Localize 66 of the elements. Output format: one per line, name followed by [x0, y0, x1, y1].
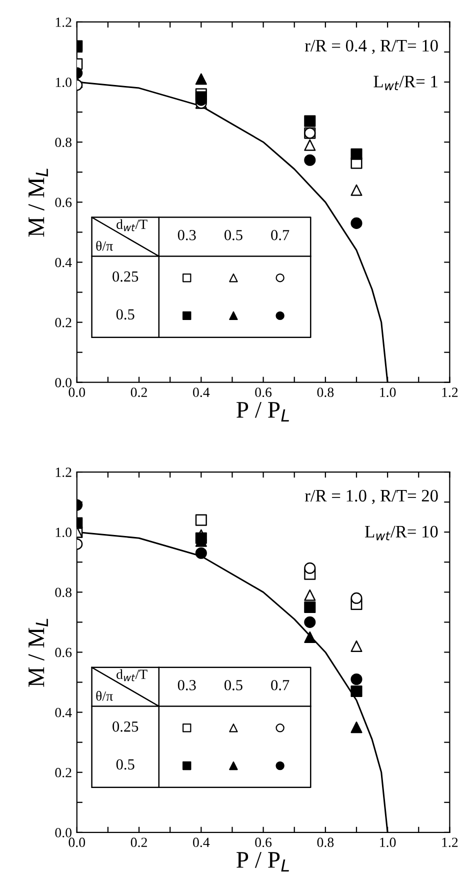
point [350, 673, 362, 686]
y-tick-label: 0.6 [55, 198, 72, 208]
y-tick-label: 0.2 [55, 768, 72, 778]
x-tick-label: 0.6 [255, 838, 272, 848]
y-tick-label: 1.0 [56, 528, 72, 538]
annotation: 0.7 [271, 230, 290, 240]
x-tick-label: 0.8 [317, 838, 334, 848]
x-axis-title: P / P$_{L}$ [236, 402, 289, 422]
x-tick-label: 0.2 [130, 838, 147, 848]
annotation: θ/π [96, 690, 113, 701]
x-tick-label: 0.0 [68, 388, 86, 398]
point [350, 592, 362, 604]
x-tick-label: 1.0 [380, 838, 396, 848]
y-tick-label: 0.8 [55, 588, 72, 598]
y-tick-label: 0.0 [55, 828, 72, 838]
point [304, 616, 316, 628]
point [304, 154, 316, 166]
annotation: 0.5 [224, 230, 242, 240]
annotation: 0.25 [112, 271, 138, 282]
y-tick-label: 0.8 [55, 138, 72, 148]
annotation: L$_{wt}$/R= 1 [374, 76, 438, 90]
annotation: 0.3 [178, 230, 196, 240]
y-tick-label: 0.2 [55, 318, 72, 328]
annotation: θ/π [96, 240, 113, 251]
point [304, 631, 316, 643]
point [304, 139, 316, 151]
x-tick-label: 0.4 [193, 388, 210, 398]
x-tick-label: 1.0 [380, 388, 396, 398]
x-tick-label: 1.2 [442, 388, 458, 398]
annotation: L$_{wt}$/R= 10 [365, 526, 438, 540]
annotation: r/R = 1.0 , R/T= 20 [304, 490, 438, 504]
point [350, 685, 362, 698]
x-tick-label: 1.2 [442, 838, 458, 848]
annotation: 0.3 [178, 680, 196, 690]
x-tick-label: 0.8 [317, 388, 334, 398]
annotation: r/R = 0.4 , R/T= 10 [304, 40, 438, 54]
annotation: d$_{wt}$/T [116, 669, 148, 682]
annotation: d$_{wt}$/T [116, 219, 148, 232]
y-tick-label: 0.4 [55, 708, 72, 718]
point [350, 217, 362, 229]
y-tick-label: 1.2 [56, 18, 72, 27]
y-axis-title: M / M$_{L}$ [28, 618, 48, 687]
y-tick-label: 0.0 [55, 378, 72, 388]
annotation: 0.7 [271, 680, 290, 690]
point [350, 640, 362, 652]
annotation: 0.5 [116, 759, 134, 770]
point [304, 115, 316, 127]
x-tick-label: 0.0 [68, 838, 86, 848]
y-tick-label: 0.6 [55, 648, 72, 658]
point [304, 601, 316, 613]
x-axis-title: P / P$_{L}$ [236, 852, 289, 872]
point [304, 562, 316, 574]
y-tick-label: 1.0 [56, 78, 72, 88]
x-tick-label: 0.4 [193, 838, 210, 848]
point [350, 722, 362, 734]
y-axis-title: M / M$_{L}$ [28, 168, 48, 237]
annotation: 0.5 [224, 680, 242, 690]
annotation: 0.5 [116, 309, 134, 320]
point [304, 589, 316, 601]
y-tick-label: 1.2 [56, 468, 72, 478]
annotation: 0.25 [112, 721, 138, 732]
point [350, 148, 362, 160]
point [350, 184, 362, 196]
y-tick-label: 0.4 [55, 258, 72, 268]
x-tick-label: 0.6 [255, 388, 272, 398]
x-tick-label: 0.2 [130, 388, 147, 398]
